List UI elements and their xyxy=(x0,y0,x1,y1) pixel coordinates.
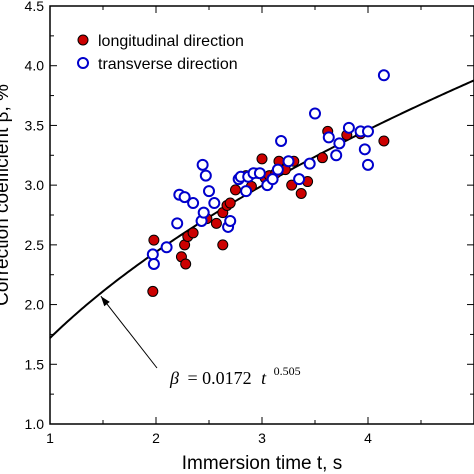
longitudinal-point xyxy=(286,179,298,191)
transverse-point xyxy=(208,197,221,210)
transverse-point xyxy=(322,131,335,144)
transverse-point xyxy=(146,248,159,261)
legend: longitudinal direction transverse directi… xyxy=(77,33,244,73)
transverse-point xyxy=(333,137,346,150)
longitudinal-point xyxy=(148,234,160,246)
transverse-point xyxy=(178,191,191,204)
legend-marker-longitudinal xyxy=(77,34,89,46)
transverse-point xyxy=(377,69,390,82)
x-tick-label: 4 xyxy=(364,430,372,446)
data-points xyxy=(146,69,390,297)
x-axis-label: Immersion time t, s xyxy=(182,453,342,474)
transverse-point xyxy=(253,167,266,180)
y-tick-label: 4.5 xyxy=(25,0,45,14)
x-tick-label: 2 xyxy=(152,430,160,446)
transverse-point xyxy=(362,158,374,171)
longitudinal-point xyxy=(180,258,192,270)
transverse-point xyxy=(196,158,209,171)
x-tick-label: 3 xyxy=(258,430,266,446)
transverse-point xyxy=(362,125,374,138)
arrow-head xyxy=(100,296,110,307)
equation-middle: = 0.0172 xyxy=(187,368,251,388)
longitudinal-point xyxy=(210,217,222,229)
y-tick-label: 3.0 xyxy=(25,177,45,193)
tick-labels: 1 2 3 4 1.0 1.5 2.0 2.5 3.0 3.5 4.0 4.5 xyxy=(25,0,373,446)
transverse-point xyxy=(303,157,316,170)
longitudinal-point xyxy=(316,152,328,164)
y-tick-label: 1.5 xyxy=(25,356,45,372)
legend-label-longitudinal: longitudinal direction xyxy=(98,33,244,50)
y-tick-label: 1.0 xyxy=(25,416,45,432)
y-tick-label: 3.5 xyxy=(25,117,45,133)
transverse-point xyxy=(275,134,288,147)
transverse-point xyxy=(171,217,184,230)
longitudinal-point xyxy=(147,285,159,297)
longitudinal-point xyxy=(230,184,241,196)
transverse-point xyxy=(358,143,371,156)
transverse-point xyxy=(266,173,279,186)
longitudinal-point xyxy=(256,153,268,165)
transverse-point xyxy=(224,214,237,227)
y-tick-label: 2.5 xyxy=(25,237,45,253)
legend-marker-transverse xyxy=(77,57,89,69)
transverse-point xyxy=(147,257,160,270)
annotation-arrow xyxy=(100,295,158,369)
transverse-point xyxy=(240,185,253,198)
equation-beta: β xyxy=(169,368,179,388)
equation-text: β = 0.0172 t 0.505 xyxy=(169,364,301,388)
transverse-point xyxy=(271,163,284,176)
longitudinal-point xyxy=(295,188,307,200)
legend-label-transverse: transverse direction xyxy=(98,56,238,73)
transverse-point xyxy=(342,121,355,134)
longitudinal-point xyxy=(378,135,390,147)
transverse-point xyxy=(160,241,173,254)
equation-annotation: β = 0.0172 t 0.505 xyxy=(100,295,301,388)
longitudinal-point xyxy=(224,197,236,209)
transverse-point xyxy=(309,107,321,120)
fit-curve xyxy=(49,79,474,339)
y-tick-label: 2.0 xyxy=(25,297,45,313)
x-tick-label: 1 xyxy=(46,430,54,446)
longitudinal-point xyxy=(187,227,199,239)
plot-frame xyxy=(49,5,474,425)
transverse-point xyxy=(197,206,210,219)
transverse-point xyxy=(203,185,215,198)
y-axis-label: Correction coefficient β, % xyxy=(0,84,13,306)
equation-var: t xyxy=(261,368,267,388)
y-tick-label: 4.0 xyxy=(25,58,45,74)
longitudinal-point xyxy=(217,239,229,251)
transverse-point xyxy=(282,155,295,168)
transverse-point xyxy=(187,197,200,210)
equation-exponent: 0.505 xyxy=(274,364,301,378)
transverse-point xyxy=(199,169,212,182)
transverse-point xyxy=(330,149,343,162)
transverse-point xyxy=(293,173,306,186)
